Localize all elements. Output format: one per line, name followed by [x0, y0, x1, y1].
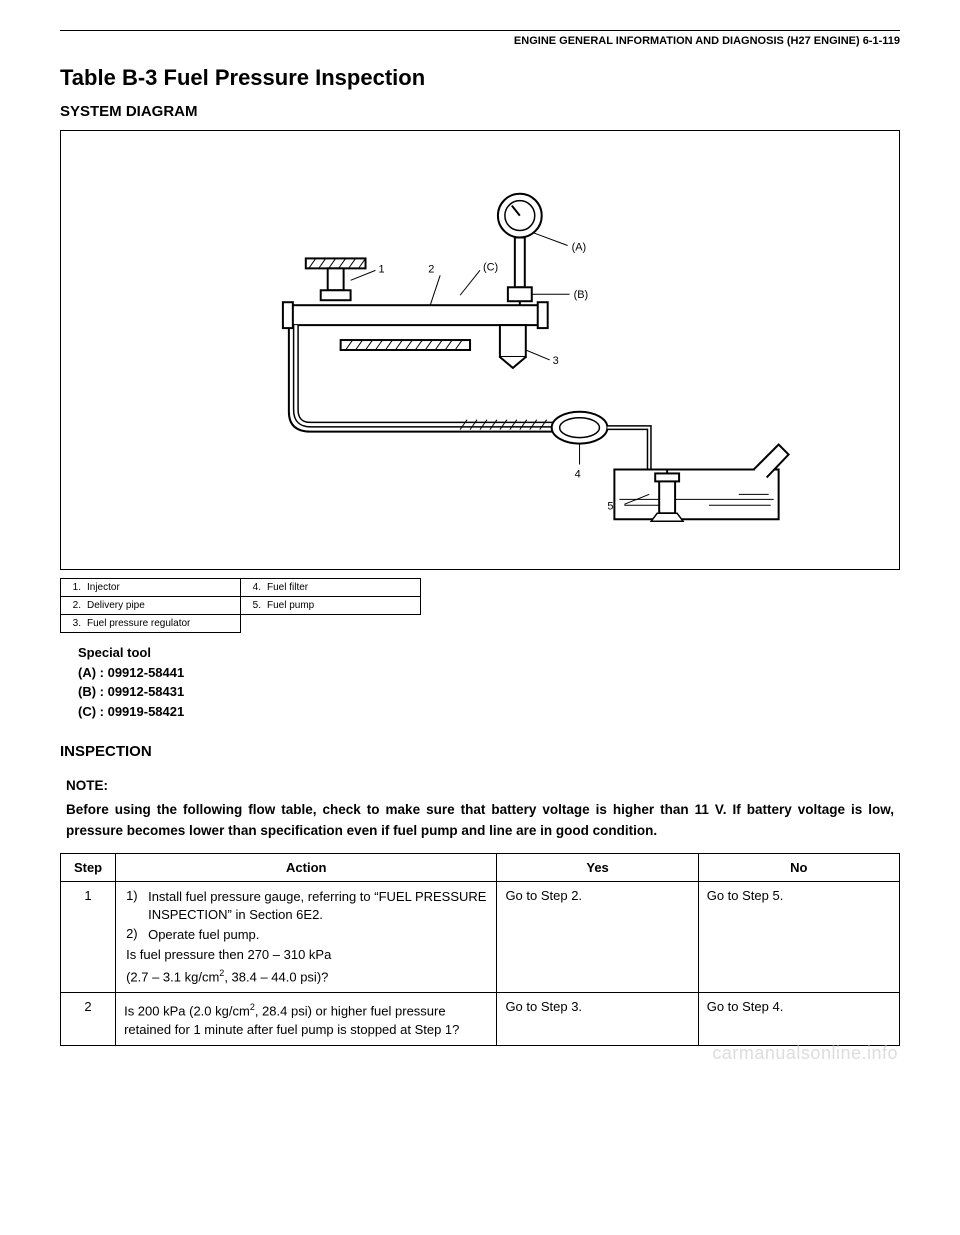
header-section-text: ENGINE GENERAL INFORMATION AND DIAGNOSIS…	[60, 35, 900, 47]
col-no-header: No	[698, 853, 899, 881]
legend-num: 3.	[69, 618, 87, 629]
note-label: NOTE:	[66, 776, 894, 796]
tool-c: (C) : 09919-58421	[78, 702, 900, 722]
svg-text:1: 1	[378, 263, 384, 275]
action-cell: Is 200 kPa (2.0 kg/cm2, 28.4 psi) or hig…	[116, 993, 497, 1046]
col-action-header: Action	[116, 853, 497, 881]
svg-text:3: 3	[553, 355, 559, 367]
legend-row: 3.Fuel pressure regulator	[61, 615, 421, 633]
special-tool-label: Special tool	[78, 643, 900, 663]
legend-label: Fuel pressure regulator	[87, 618, 190, 629]
inspection-flow-table: Step Action Yes No 1 1) Install fuel pre…	[60, 853, 900, 1046]
tool-a: (A) : 09912-58441	[78, 663, 900, 683]
watermark: carmanualsonline.info	[712, 1043, 898, 1064]
page-title: Table B-3 Fuel Pressure Inspection	[60, 65, 900, 91]
svg-text:2: 2	[428, 263, 434, 275]
system-diagram-heading: SYSTEM DIAGRAM	[60, 103, 900, 120]
action-question: Is 200 kPa (2.0 kg/cm2, 28.4 psi) or hig…	[124, 1001, 488, 1039]
table-header-row: Step Action Yes No	[61, 853, 900, 881]
note-block: NOTE: Before using the following flow ta…	[66, 776, 894, 841]
action-cell: 1) Install fuel pressure gauge, referrin…	[116, 881, 497, 992]
legend-label: Fuel filter	[267, 582, 308, 593]
legend-label: Injector	[87, 582, 120, 593]
tool-b: (B) : 09912-58431	[78, 682, 900, 702]
legend-row: 1.Injector 4.Fuel filter	[61, 579, 421, 597]
yes-cell: Go to Step 3.	[497, 993, 698, 1046]
table-row: 1 1) Install fuel pressure gauge, referr…	[61, 881, 900, 992]
action-text: Operate fuel pump.	[148, 926, 488, 944]
action-question: Is fuel pressure then 270 – 310 kPa	[126, 946, 488, 964]
step-cell: 1	[61, 881, 116, 992]
col-yes-header: Yes	[497, 853, 698, 881]
header-rule	[60, 30, 900, 31]
action-num: 1)	[126, 888, 148, 924]
col-step-header: Step	[61, 853, 116, 881]
yes-cell: Go to Step 2.	[497, 881, 698, 992]
svg-text:4: 4	[575, 468, 581, 480]
legend-row: 2.Delivery pipe 5.Fuel pump	[61, 597, 421, 615]
legend-num: 2.	[69, 600, 87, 611]
inspection-heading: INSPECTION	[60, 743, 900, 760]
system-diagram: (A) (B) 1 (C)	[60, 130, 900, 570]
svg-text:(A): (A)	[572, 241, 587, 253]
no-cell: Go to Step 4.	[698, 993, 899, 1046]
action-text: Install fuel pressure gauge, referring t…	[148, 888, 488, 924]
table-row: 2 Is 200 kPa (2.0 kg/cm2, 28.4 psi) or h…	[61, 993, 900, 1046]
action-question: (2.7 – 3.1 kg/cm2, 38.4 – 44.0 psi)?	[126, 967, 488, 987]
fuel-system-diagram-svg: (A) (B) 1 (C)	[61, 131, 899, 569]
svg-text:5: 5	[607, 500, 613, 512]
legend-table: 1.Injector 4.Fuel filter 2.Delivery pipe…	[60, 578, 421, 633]
legend-num: 4.	[249, 582, 267, 593]
action-num: 2)	[126, 926, 148, 944]
step-cell: 2	[61, 993, 116, 1046]
svg-text:(C): (C)	[483, 261, 498, 273]
legend-label: Delivery pipe	[87, 600, 145, 611]
legend-num: 5.	[249, 600, 267, 611]
no-cell: Go to Step 5.	[698, 881, 899, 992]
legend-label: Fuel pump	[267, 600, 314, 611]
svg-text:(B): (B)	[574, 289, 589, 301]
special-tools-block: Special tool (A) : 09912-58441 (B) : 099…	[78, 643, 900, 721]
note-text: Before using the following flow table, c…	[66, 800, 894, 841]
legend-num: 1.	[69, 582, 87, 593]
